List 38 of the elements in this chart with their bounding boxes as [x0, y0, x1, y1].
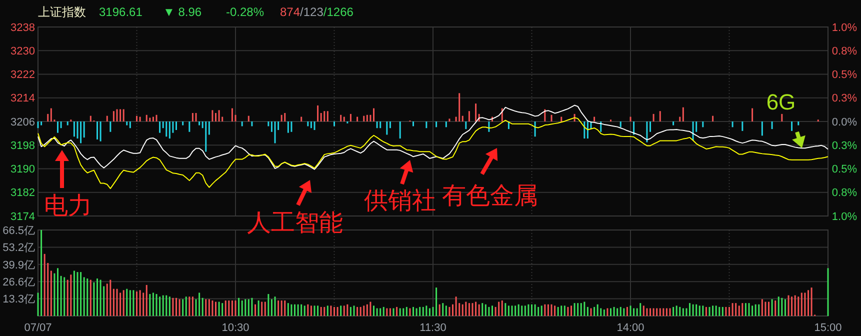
y-tick-label: 3206 [10, 116, 35, 128]
y2-tick-label: 0.3% [832, 140, 858, 152]
y2-tick-label: 1.0% [832, 210, 858, 223]
text: ▼ 8.96 [163, 5, 202, 19]
x-tick-label: 15:00 [814, 322, 842, 334]
annotation: 供销社 [364, 187, 436, 214]
y2-tick-label: 1.0% [832, 22, 858, 34]
text: 874/123/1266 [280, 5, 354, 19]
y2-tick-label: 0.8% [832, 187, 858, 200]
y-tick-label: 3230 [10, 45, 35, 58]
y-tick-label: 39.9亿 [2, 259, 35, 272]
x-tick-label: 07/07 [24, 322, 52, 334]
y-tick-label: 53.2亿 [2, 242, 35, 254]
annotation: 6G [766, 90, 796, 115]
y2-tick-label: 0.3% [832, 92, 858, 105]
y-tick-label: 3238 [10, 22, 35, 34]
y-tick-label: 3214 [10, 92, 35, 105]
y-tick-label: 3222 [10, 69, 35, 82]
y-tick-label: 3174 [10, 210, 35, 223]
y-tick-label: 3198 [10, 140, 35, 152]
annotation: 人工智能 [247, 209, 343, 236]
text: -0.28% [226, 5, 264, 19]
x-tick-label: 11:30 [420, 322, 446, 334]
y2-tick-label: 0.5% [832, 69, 858, 82]
text: 3196.61 [99, 5, 143, 19]
annotation: 有色金属 [442, 182, 538, 210]
y2-tick-label: 0.5% [832, 164, 858, 176]
x-tick-label: 14:00 [616, 322, 644, 334]
y-tick-label: 13.3亿 [2, 294, 35, 306]
y2-tick-label: 0.0% [832, 116, 858, 128]
y-tick-label: 3182 [10, 187, 35, 200]
y2-tick-label: 0.8% [832, 45, 858, 58]
chart-title: 上证指数 [38, 5, 86, 19]
y-tick-label: 26.6亿 [2, 276, 35, 288]
annotation: 电力 [44, 192, 92, 220]
y-tick-label: 3190 [10, 164, 35, 176]
y-tick-label: 66.5亿 [2, 224, 35, 237]
x-tick-label: 10:30 [222, 322, 250, 334]
